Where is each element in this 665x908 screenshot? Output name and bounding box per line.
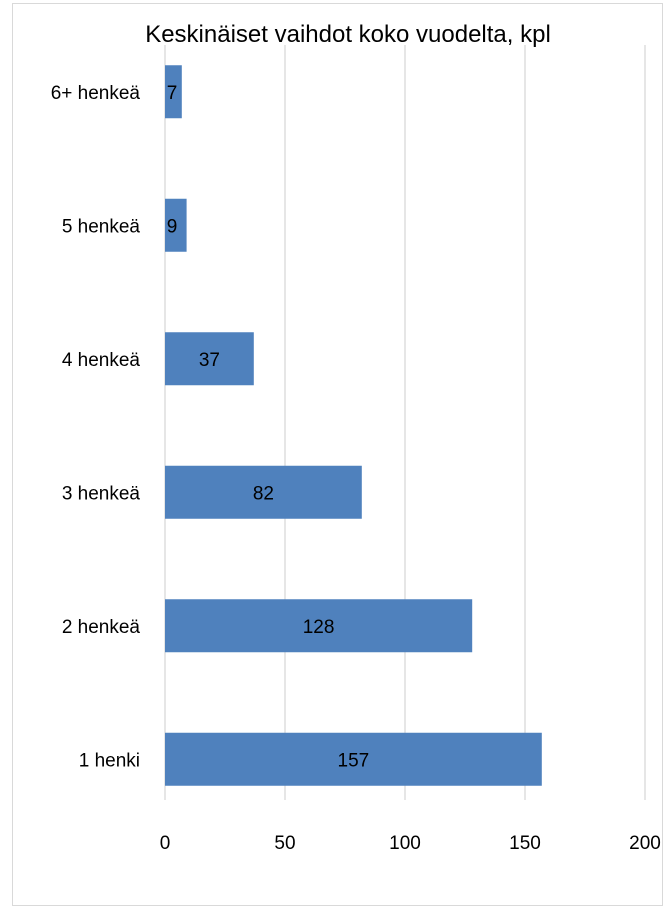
bar: [165, 65, 182, 119]
data-label: 157: [338, 750, 370, 771]
bar: [165, 599, 473, 653]
data-label: 128: [303, 617, 335, 638]
data-label: 7: [167, 83, 178, 104]
x-tick-label: 200: [629, 833, 661, 854]
data-label: 37: [199, 350, 220, 371]
gridlines: [164, 45, 646, 800]
x-tick-labels: 0 50 100 150 200: [160, 833, 661, 854]
bar: [165, 465, 362, 519]
category-labels: 6+ henkeä 5 henkeä 4 henkeä 3 henkeä 2 henke…: [51, 83, 141, 772]
data-label: 9: [167, 216, 178, 237]
x-tick-label: 150: [509, 833, 541, 854]
category-label: 6+ henkeä: [51, 83, 141, 104]
bar: [165, 732, 542, 786]
x-tick-label: 100: [389, 833, 421, 854]
x-tick-label: 50: [274, 833, 295, 854]
data-label: 82: [253, 483, 274, 504]
bars: 7 9 37 82 128 157: [165, 65, 542, 786]
bar: [165, 198, 187, 252]
x-tick-label: 0: [160, 833, 171, 854]
category-label: 4 henkeä: [62, 350, 141, 371]
chart-title: Keskinäiset vaihdot koko vuodelta, kpl: [145, 21, 551, 48]
category-label: 1 henki: [79, 750, 140, 771]
category-label: 2 henkeä: [62, 617, 141, 638]
bar: [165, 332, 254, 386]
category-label: 5 henkeä: [62, 216, 141, 237]
category-label: 3 henkeä: [62, 483, 141, 504]
